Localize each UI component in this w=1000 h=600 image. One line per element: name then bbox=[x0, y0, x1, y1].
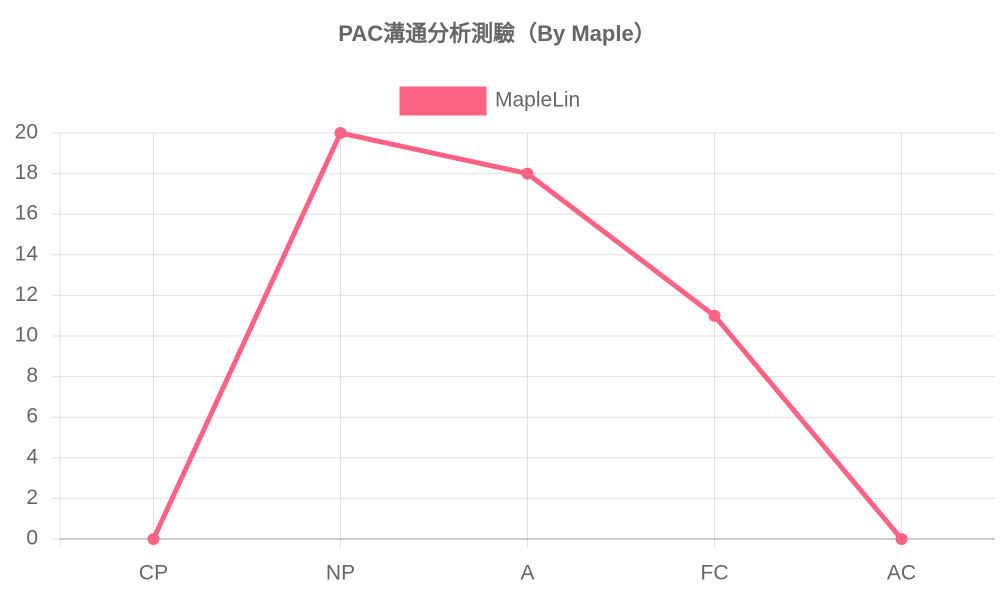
x-tick-label: NP bbox=[326, 562, 355, 585]
y-tick-label: 0 bbox=[26, 527, 38, 550]
chart-title: PAC溝通分析測驗（By Maple） bbox=[338, 21, 655, 46]
x-tick-label: AC bbox=[887, 562, 916, 585]
y-tick-label: 20 bbox=[15, 121, 38, 144]
x-tick-label: A bbox=[520, 562, 534, 585]
y-tick-label: 10 bbox=[15, 324, 38, 347]
point bbox=[895, 533, 908, 545]
point bbox=[147, 533, 160, 545]
y-tick-label: 14 bbox=[15, 242, 39, 265]
legend-swatch bbox=[399, 86, 487, 116]
y-tick-label: 12 bbox=[15, 283, 38, 306]
x-tick-label: FC bbox=[701, 562, 729, 585]
point bbox=[521, 167, 534, 180]
x-tick-label: CP bbox=[139, 562, 168, 585]
legend-label: MapleLin bbox=[495, 89, 580, 112]
point bbox=[708, 309, 721, 322]
point bbox=[334, 127, 347, 139]
y-tick-label: 16 bbox=[15, 202, 38, 225]
y-tick-label: 18 bbox=[15, 161, 38, 184]
y-tick-label: 8 bbox=[26, 364, 38, 387]
y-tick-label: 6 bbox=[26, 405, 38, 428]
y-tick-label: 2 bbox=[26, 486, 38, 509]
y-tick-label: 4 bbox=[26, 445, 38, 468]
